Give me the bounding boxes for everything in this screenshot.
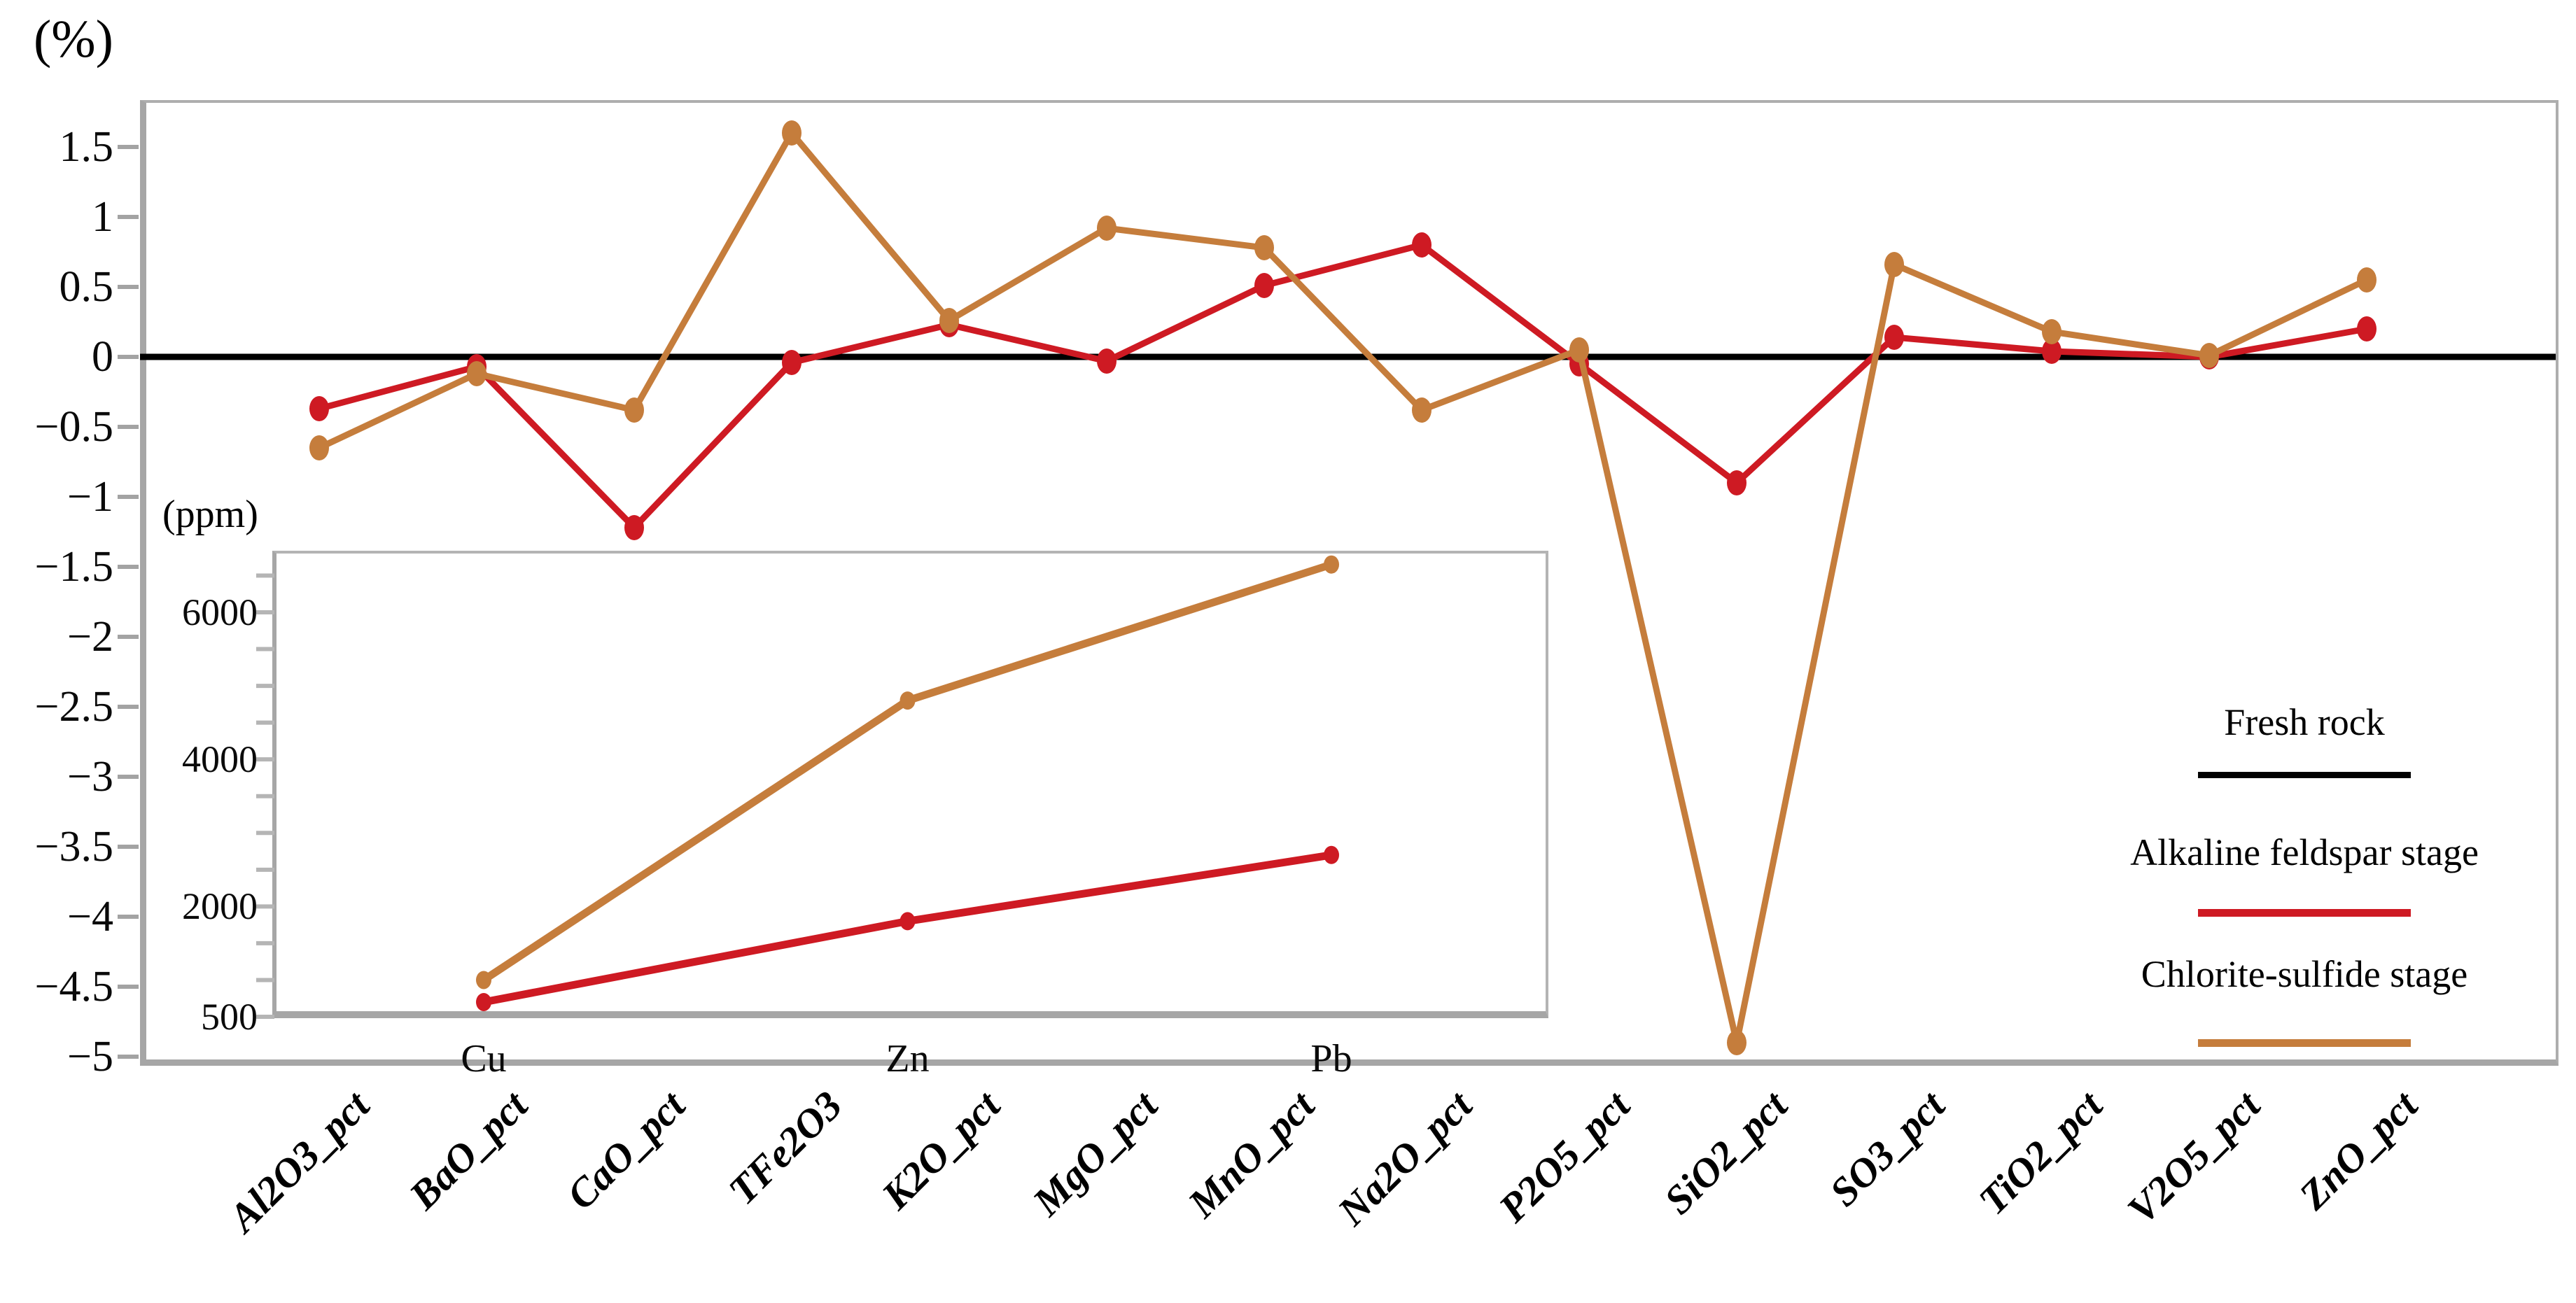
series-point xyxy=(782,350,802,375)
main-y-tick-label: 1 xyxy=(92,193,113,241)
series-line xyxy=(318,241,2367,533)
inset-series-point xyxy=(899,912,916,931)
main-y-tick-label: −1 xyxy=(67,473,113,521)
series-line xyxy=(318,127,2368,1043)
main-y-tick-label: 1.5 xyxy=(59,123,114,171)
inset-x-category-label: Cu xyxy=(461,1037,507,1080)
series-point xyxy=(1097,216,1116,241)
main-y-tick-label: −4 xyxy=(67,893,113,941)
inset-plot-area xyxy=(272,551,1548,1018)
main-y-tick-label: 0 xyxy=(92,333,113,381)
inset-x-category-label: Pb xyxy=(1310,1037,1352,1080)
series-point xyxy=(467,361,486,386)
series-point xyxy=(2357,316,2376,341)
inset-series-point xyxy=(1324,555,1339,574)
series-point xyxy=(1412,397,1432,423)
series-point xyxy=(1727,470,1746,495)
inset-y-tick-label: 6000 xyxy=(182,591,258,633)
main-y-tick-label: −4.5 xyxy=(34,963,113,1010)
main-y-tick-label: −2 xyxy=(67,613,113,661)
series-point xyxy=(1097,348,1116,374)
legend-item-label: Alkaline feldspar stage xyxy=(2130,831,2479,873)
inset-series-point xyxy=(1324,845,1339,864)
main-y-tick-label: −3.5 xyxy=(34,823,113,871)
legend-item-label: Chlorite-sulfide stage xyxy=(2141,953,2468,995)
legend-item-label: Fresh rock xyxy=(2224,701,2385,743)
inset-series-point xyxy=(899,691,916,710)
series-point xyxy=(939,308,959,333)
legend-item-line-swatch xyxy=(2198,1039,2411,1047)
main-y-tick-label: −1.5 xyxy=(34,543,113,591)
series-point xyxy=(1254,273,1274,298)
series-point xyxy=(1569,337,1589,362)
series-point xyxy=(2042,339,2062,364)
inset-y-tick-label: 500 xyxy=(201,996,258,1038)
series-point xyxy=(1727,1030,1746,1055)
series-point xyxy=(1884,325,1904,350)
series-point xyxy=(309,396,329,421)
inset-series-point xyxy=(476,992,491,1011)
series-point xyxy=(1884,252,1904,277)
inset-series-point xyxy=(476,971,491,989)
legend-item-line-swatch xyxy=(2198,772,2411,778)
main-y-tick-label: −2.5 xyxy=(34,683,113,731)
series-point xyxy=(1412,232,1432,258)
legend-item-line-swatch xyxy=(2198,909,2411,917)
series-point xyxy=(1254,235,1274,260)
main-y-tick-label: 0.5 xyxy=(59,263,114,311)
series-point xyxy=(624,515,644,540)
inset-x-category-label: Zn xyxy=(886,1037,930,1080)
ppm-axis-unit-label: (ppm) xyxy=(162,493,258,536)
series-point xyxy=(309,435,329,460)
inset-y-tick-label: 2000 xyxy=(182,885,258,928)
main-y-tick-label: −5 xyxy=(67,1033,113,1080)
series-point xyxy=(782,120,802,146)
main-y-tick-label: −3 xyxy=(67,753,113,801)
series-point xyxy=(2042,319,2062,344)
series-point xyxy=(2357,267,2376,293)
inset-y-tick-label: 4000 xyxy=(182,738,258,781)
series-point xyxy=(2199,343,2219,368)
series-point xyxy=(624,397,644,423)
main-y-tick-label: −0.5 xyxy=(34,403,113,451)
percent-axis-unit-label: (%) xyxy=(34,10,113,69)
